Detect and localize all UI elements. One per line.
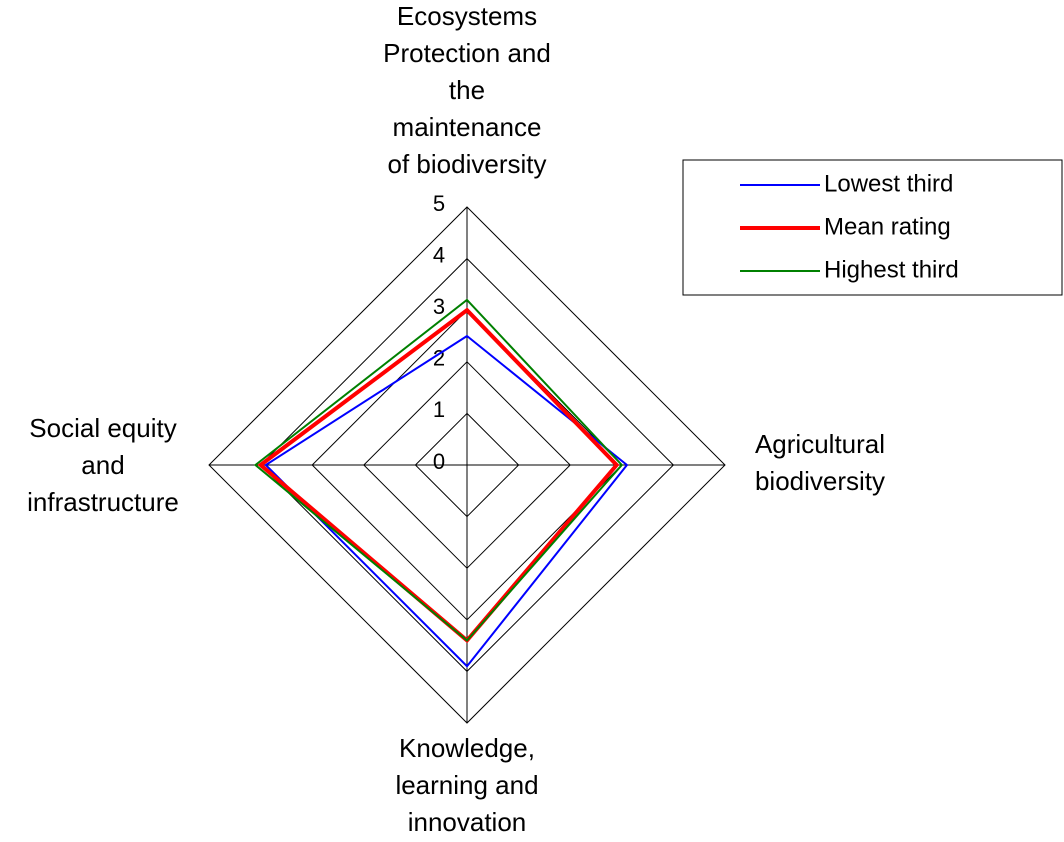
y-tick-label: 2	[433, 346, 445, 371]
category-label-line: learning and	[395, 770, 538, 800]
category-label-line: Ecosystems	[397, 1, 537, 31]
category-label: Ecosystems Protection and the maintenance of…	[383, 1, 551, 179]
category-label-line: biodiversity	[755, 466, 885, 496]
category-label-line: Agricultural	[755, 429, 885, 459]
category-label-line: of biodiversity	[388, 149, 547, 179]
category-label-line: infrastructure	[27, 487, 179, 517]
category-label-line: the	[449, 75, 485, 105]
category-label-line: and	[81, 450, 124, 480]
legend-label: Highest third	[824, 256, 959, 283]
category-label-line: Knowledge,	[399, 733, 535, 763]
legend-label: Lowest third	[824, 170, 953, 197]
legend-label: Mean rating	[824, 213, 951, 240]
y-tick-label: 5	[433, 191, 445, 216]
category-label-line: Protection and	[383, 38, 551, 68]
y-tick-label: 3	[433, 294, 445, 319]
category-label-line: maintenance	[393, 112, 542, 142]
category-label: Social equity and infrastructure	[27, 413, 179, 517]
category-label-line: Social equity	[29, 413, 176, 443]
category-label: Knowledge, learning and innovation	[395, 733, 538, 837]
y-tick-label: 1	[433, 397, 445, 422]
category-label: Agricultural biodiversity	[755, 429, 885, 496]
y-tick-label: 4	[433, 242, 445, 267]
y-tick-label: 0	[433, 449, 445, 474]
category-label-line: innovation	[408, 807, 527, 837]
legend: Lowest third Mean rating Highest third	[682, 159, 1063, 296]
series-line	[253, 298, 624, 642]
